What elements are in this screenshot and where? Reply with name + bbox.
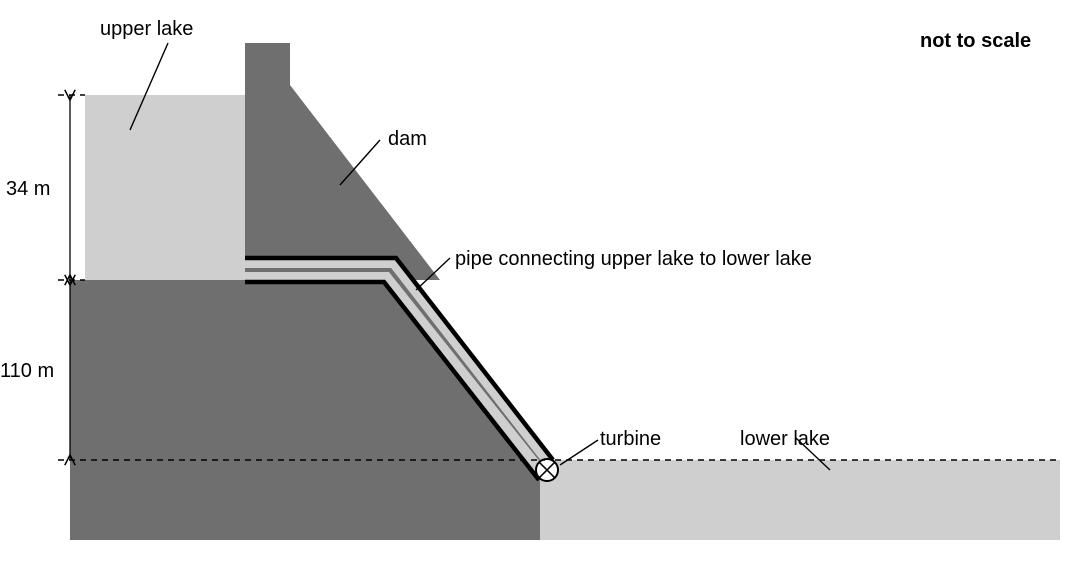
label-upper-lake: upper lake [100, 18, 193, 41]
diagram-stage: upper lake dam pipe connecting upper lak… [0, 0, 1080, 569]
label-pipe: pipe connecting upper lake to lower lake [455, 248, 812, 271]
label-dim-lower: 110 m [0, 360, 54, 383]
label-note: not to scale [920, 30, 1031, 53]
label-turbine: turbine [600, 428, 661, 451]
label-lower-lake: lower lake [740, 428, 830, 451]
label-dam: dam [388, 128, 427, 151]
label-dim-upper: 34 m [6, 178, 50, 201]
diagram-svg [0, 0, 1080, 569]
